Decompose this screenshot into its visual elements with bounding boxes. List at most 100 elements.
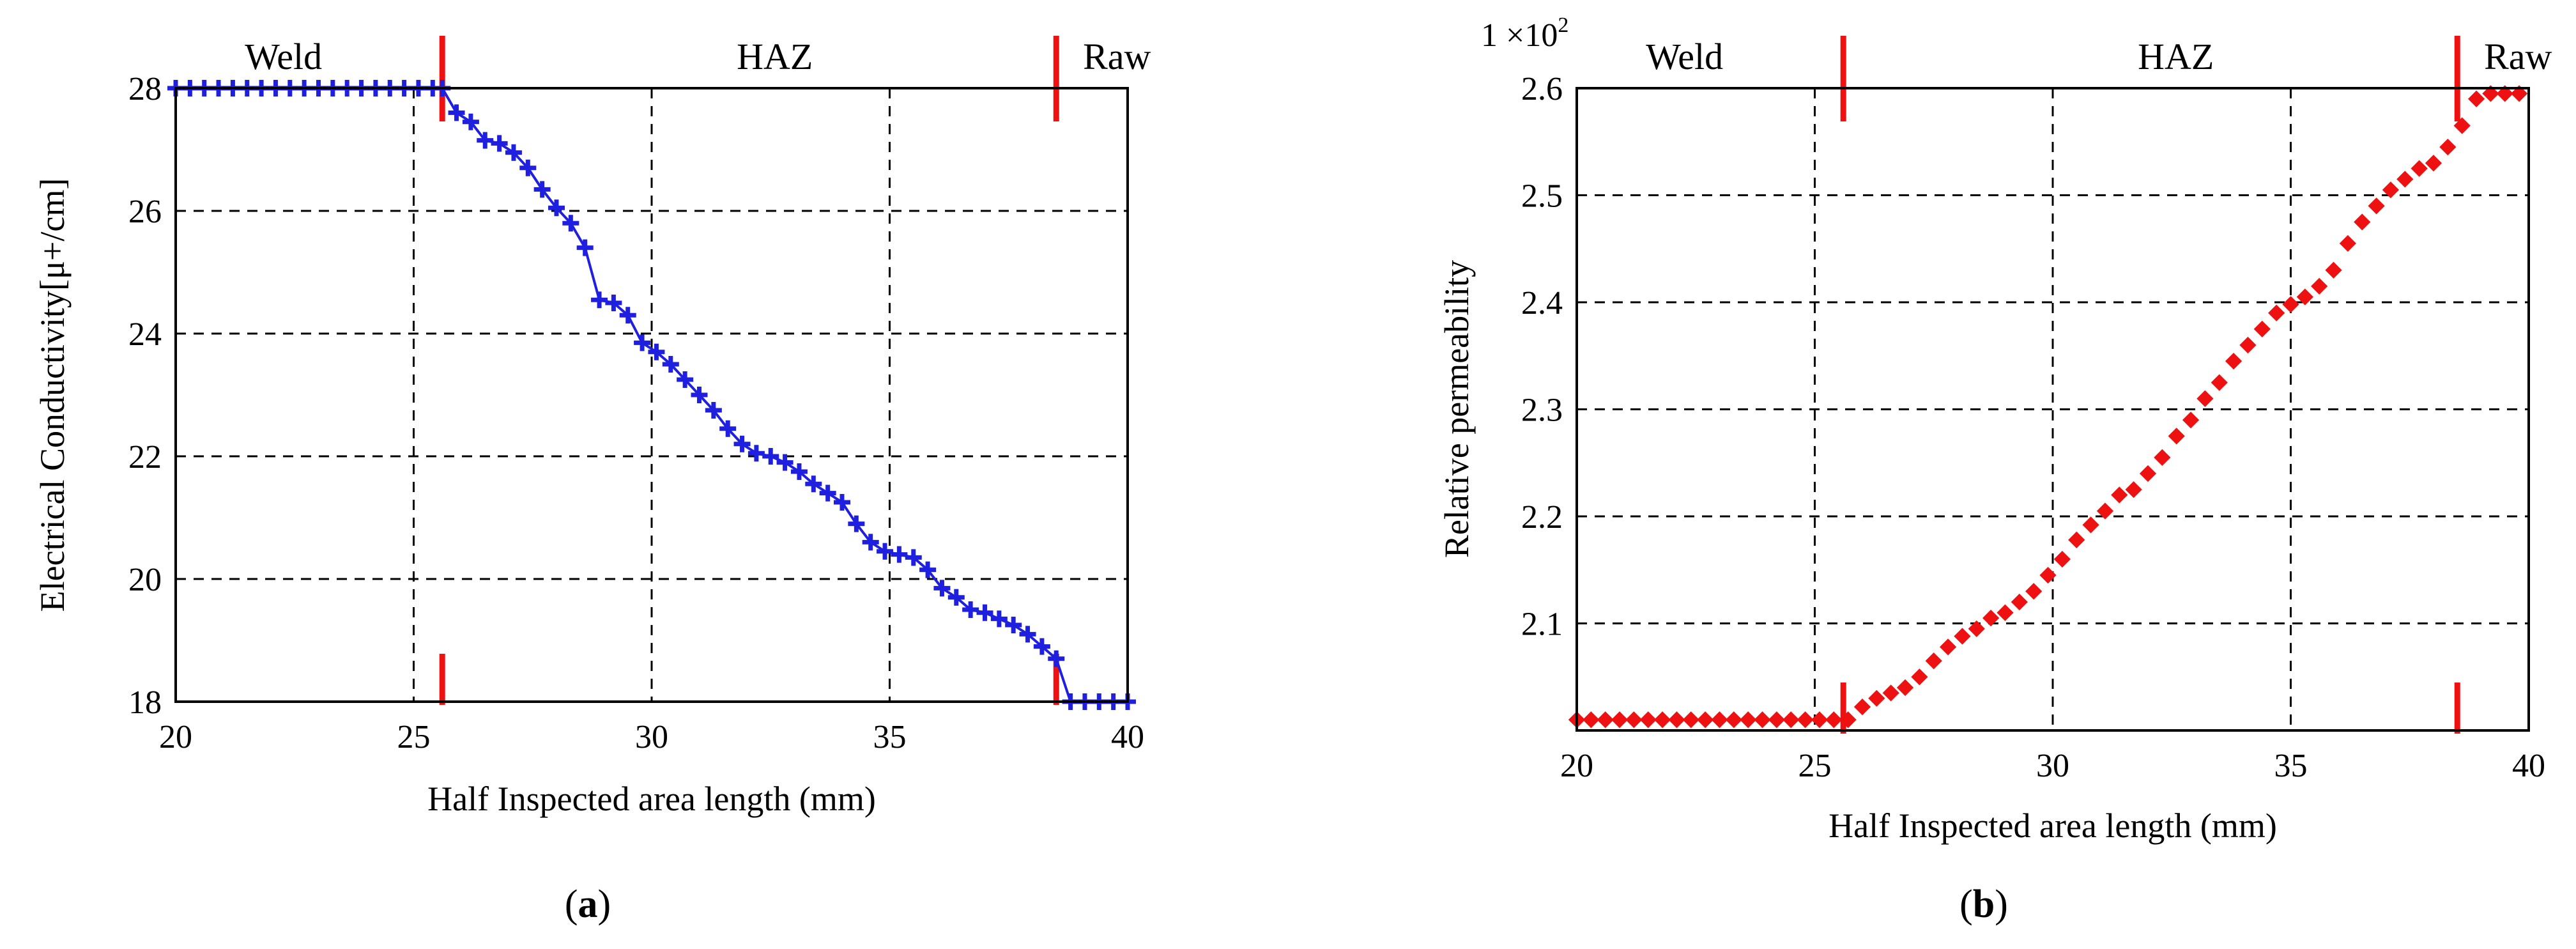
panel-a-data-point [790,463,808,480]
panel-a-data-point [877,543,894,560]
panel-b-data-point [1768,711,1786,729]
panel-a-data-point [576,239,594,256]
panel-a-data-point [705,402,722,419]
panel-a-data-point [1048,650,1065,667]
panel-a-x-tick-label: 20 [159,719,192,755]
panel-a-plot-frame [174,87,1129,703]
panel-a-x-tick-label: 30 [635,719,668,755]
panel-b-permeability-chart: 20 25 30 35 40 2.1 2.2 2.3 2.4 2.5 2.6 Weld HAZ R… [1438,13,2552,926]
panel-a-data-point [662,356,679,373]
panel-b-data-point [1754,711,1771,729]
panel-b-data-point [2253,320,2271,337]
panel-a-data-point [477,132,494,149]
panel-a-y-tick-label: 22 [128,439,162,475]
panel-a-data-point [733,435,751,452]
panel-a-data-point [819,484,836,502]
panel-b-axis-multiplier-exponent: 2 [1558,13,1568,37]
panel-b-y-tick-label: 2.3 [1521,392,1563,429]
panel-b-y-axis-label: Relative permeability [1438,260,1476,558]
panel-b-data-point [1725,711,1742,729]
panel-b-y-tick-label: 2.5 [1521,178,1563,215]
panel-b-x-tick-label: 40 [2512,748,2545,784]
panel-b-data-point [1653,711,1671,729]
panel-a-data-point [1019,626,1036,643]
panel-b-data-point [1825,711,1843,729]
panel-a-x-axis-label: Half Inspected area length (mm) [427,780,876,818]
panel-a-x-tick-label: 25 [397,719,431,755]
panel-a-data-point [1005,617,1022,633]
panel-a-region-label-haz: HAZ [737,36,813,77]
panel-a-data-point [862,534,879,551]
panel-b-data-point [2268,304,2285,321]
panel-a-data-point [747,445,765,462]
panel-a-y-axis-label: Electrical Conductivity[μ+/cm] [33,178,72,612]
panel-b-region-label-weld: Weld [1646,36,1723,77]
panel-b-data-point [2439,139,2457,156]
panel-a-data-point [619,307,636,324]
panel-b-data-point [2282,296,2299,313]
panel-b-data-point [1711,711,1728,729]
panel-b-data-point [2011,593,2028,611]
panel-b-data-point [1868,690,1885,707]
panel-a-x-tick-labels: 20 25 30 35 40 [159,719,1144,755]
panel-b-data-point [2368,197,2385,215]
panel-b-x-tick-label: 20 [1560,748,1593,784]
panel-a-data-point [805,475,822,493]
panel-b-data-point [1982,610,2000,627]
panel-a-data-point [891,546,908,563]
panel-b-data-point [2239,336,2257,354]
panel-b-data-point [2382,181,2400,199]
panel-a-x-tick-label: 35 [873,719,907,755]
panel-a-caption: (a) [565,883,611,926]
panel-a-grid [176,88,1128,702]
panel-b-data-point [2496,85,2513,102]
panel-b-y-tick-label: 2.1 [1521,606,1563,643]
panel-b-axis-multiplier: 1 ×102 [1481,13,1568,54]
panel-b-data-point [1811,711,1828,729]
panel-a-data-point [1033,638,1050,655]
panel-a-caption-letter: a [578,883,598,926]
panel-a-data-point [591,291,608,309]
panel-b-data-point [1954,628,1971,645]
panel-a-data-point [533,181,551,198]
panel-b-data-point [2339,235,2357,252]
panel-b-data-point [2139,465,2157,482]
panel-b-region-markers [1840,36,2460,734]
panel-b-x-axis-label: Half Inspected area length (mm) [1828,806,2277,845]
panel-b-data-point [1797,711,1814,729]
panel-b-data-point [2196,390,2214,407]
panel-b-data-point [2296,288,2313,305]
panel-b-data-point [1682,711,1699,729]
panel-b-y-tick-label: 2.2 [1521,499,1563,536]
panel-b-x-tick-label: 30 [2036,748,2069,784]
panel-a-data-point [834,494,850,511]
panel-b-data-point [1925,652,1942,670]
panel-b-data-point [1896,679,1914,697]
panel-b-data-point [1782,711,1800,729]
panel-a-region-label-weld: Weld [245,36,322,77]
panel-a-data-point [562,215,579,232]
panel-b-y-tick-labels: 2.1 2.2 2.3 2.4 2.5 2.6 [1521,71,1563,643]
panel-a-y-tick-label: 18 [128,684,162,721]
panel-a-y-tick-label: 20 [128,562,162,598]
panel-b-data-point [2396,171,2414,188]
panel-b-data-point [2425,155,2442,172]
panel-a-data-point [762,448,779,465]
panel-b-data-point [2411,160,2428,177]
panel-b-data-point [2111,486,2128,504]
panel-a-data-point [634,334,651,351]
panel-a-data-point [990,610,1008,628]
panel-b-data-point [1697,711,1714,729]
panel-a-data-point [947,589,965,606]
panel-a-data-point [776,454,793,471]
panel-b-data-point [2082,516,2099,534]
panel-b-y-tick-label: 2.4 [1521,285,1563,321]
panel-b-y-tick-label: 2.6 [1521,71,1563,107]
panel-b-data-point [2325,261,2342,279]
panel-b-data-point [1911,668,1928,686]
panel-b-data-point [1639,711,1657,729]
panel-b-x-tick-labels: 20 25 30 35 40 [1560,748,2545,784]
panel-b-data-point [2125,481,2142,498]
